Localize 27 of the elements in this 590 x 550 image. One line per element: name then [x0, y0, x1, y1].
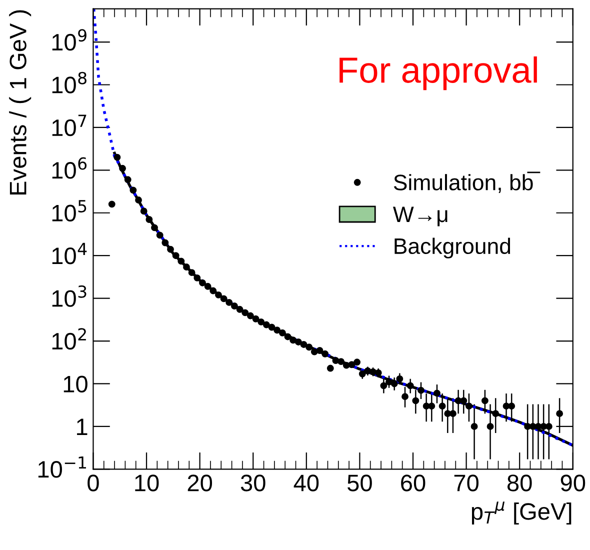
x-tick-label: 90	[560, 474, 586, 492]
x-tick-label: 30	[240, 474, 266, 492]
y-tick-label: 10$^{9}$	[52, 29, 86, 51]
y-tick-label: 10$^{4}$	[52, 242, 87, 264]
y-tick-label: 10$^{8}$	[52, 72, 86, 94]
annotation: For approval	[340, 56, 537, 90]
legend-label: Simulation, bb̅	[394, 172, 540, 194]
x-tick-label: 80	[507, 474, 532, 492]
y-tick-label: 10$^{5}$	[52, 200, 86, 222]
y-tick-label: 10	[64, 376, 88, 393]
y-tick-label: 10$^{3}$	[52, 285, 86, 307]
x-tick-label: 20	[188, 474, 212, 492]
y-tick-label: 10$^{6}$	[52, 157, 87, 179]
legend-label: W→μ	[392, 206, 448, 226]
x-axis-title: p$_{T}$$^{μ}$ [GeV]	[472, 502, 572, 525]
y-tick-label: 10$^{7}$	[52, 114, 86, 136]
x-tick-label: 70	[454, 474, 479, 492]
legend-label: Background	[394, 238, 510, 258]
x-tick-label: 50	[348, 474, 372, 492]
x-tick-label: 40	[294, 474, 319, 492]
y-tick-label: 10$^{2}$	[52, 328, 86, 350]
x-tick-label: 10	[135, 474, 159, 492]
y-tick-label: 10$^{−1}$	[38, 456, 86, 478]
y-axis-title: Events / ( 1 GeV )	[9, 10, 32, 194]
x-tick-label: 60	[401, 474, 426, 492]
x-tick-label: 0	[88, 474, 99, 492]
y-tick-label: 1	[77, 418, 88, 435]
